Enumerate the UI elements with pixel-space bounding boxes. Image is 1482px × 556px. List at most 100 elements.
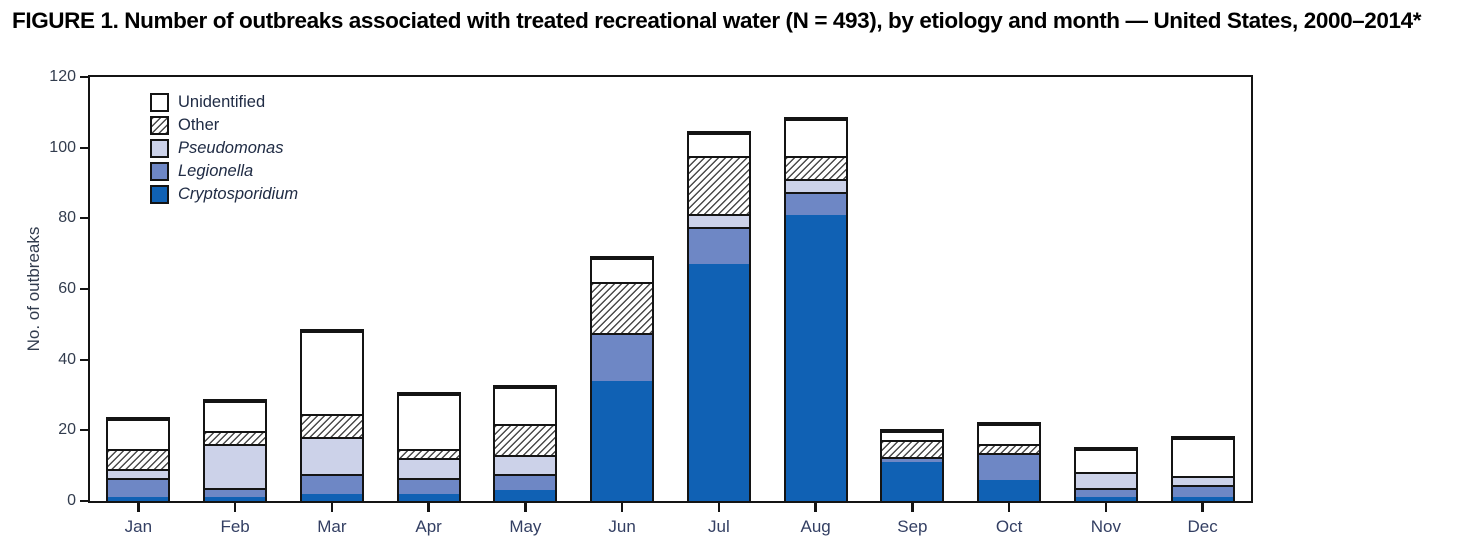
legend-item-unidentified: Unidentified — [150, 92, 298, 112]
plot-area: Unidentified Other Pseudomonas Legionella Cr… — [88, 75, 1253, 503]
y-tick-label: 100 — [49, 138, 76, 156]
segment-cryptosporidium — [205, 497, 266, 501]
segment-legionella — [205, 488, 266, 498]
x-tick-mark — [524, 503, 527, 512]
legend-label: Pseudomonas — [178, 139, 284, 157]
segment-other — [495, 424, 556, 455]
segment-legionella — [882, 456, 943, 463]
segment-unidentified — [108, 418, 169, 450]
segment-legionella — [108, 477, 169, 498]
x-tick-label: Mar — [317, 517, 347, 536]
segment-pseudomonas — [688, 214, 749, 227]
bar-oct — [977, 422, 1042, 501]
segment-legionella — [1075, 488, 1136, 498]
x-tick-mark — [1007, 503, 1011, 512]
x-tick-mark — [137, 503, 140, 512]
x-tick-mark — [717, 503, 721, 512]
x-tick-label: Feb — [220, 517, 250, 536]
figure-title: FIGURE 1. Number of outbreaks associated… — [12, 8, 1422, 33]
x-tick-mark — [330, 503, 334, 512]
segment-cryptosporidium — [495, 490, 556, 501]
segment-other — [592, 281, 653, 333]
legend-swatch-cryptosporidium — [150, 184, 169, 204]
segment-pseudomonas — [301, 436, 362, 475]
segment-legionella — [979, 453, 1040, 480]
legend-swatch-other — [150, 115, 169, 135]
x-tick-label: May — [509, 517, 542, 536]
x-tick-label: Jan — [124, 517, 153, 536]
y-tick-mark — [80, 76, 88, 78]
x-tick-mark — [814, 503, 817, 512]
segment-legionella — [785, 191, 846, 215]
x-tick-label: Aug — [800, 517, 831, 536]
legend-label: Cryptosporidium — [178, 185, 299, 203]
segment-cryptosporidium — [592, 380, 653, 501]
segment-unidentified — [301, 330, 362, 414]
x-tick-label: Nov — [1090, 517, 1121, 536]
legend-label: Legionella — [178, 162, 254, 180]
y-tick-label: 0 — [67, 492, 76, 509]
y-tick-label: 80 — [58, 209, 76, 227]
bar-mar — [299, 328, 364, 501]
y-tick-label: 120 — [49, 68, 76, 85]
x-tick-mark — [1104, 503, 1108, 512]
y-tick-label: 60 — [58, 280, 76, 297]
segment-cryptosporidium — [979, 479, 1040, 501]
segment-unidentified — [785, 118, 846, 156]
segment-pseudomonas — [785, 179, 846, 192]
legend-swatch-unidentified — [150, 92, 169, 112]
bar-aug — [783, 116, 848, 501]
segment-pseudomonas — [1075, 472, 1136, 489]
legend-item-pseudomonas: Pseudomonas — [150, 138, 298, 158]
bar-may — [493, 385, 558, 501]
segment-cryptosporidium — [688, 264, 749, 501]
x-tick-label: Jun — [608, 517, 636, 536]
segment-pseudomonas — [205, 444, 266, 489]
bar-nov — [1073, 447, 1138, 501]
bar-jan — [106, 416, 171, 501]
x-tick-mark — [1201, 503, 1204, 512]
segment-legionella — [592, 332, 653, 381]
y-tick-label: 20 — [58, 421, 76, 439]
bar-jul — [686, 130, 751, 501]
segment-legionella — [398, 477, 459, 494]
legend-swatch-pseudomonas — [150, 138, 169, 158]
segment-other — [979, 444, 1040, 454]
y-tick-mark — [80, 500, 88, 502]
segment-cryptosporidium — [1075, 497, 1136, 501]
x-tick-label: Jul — [708, 517, 730, 536]
segment-other — [108, 449, 169, 469]
segment-unidentified — [592, 258, 653, 282]
x-tick-label: Sep — [897, 517, 928, 536]
x-tick-label: Dec — [1187, 517, 1218, 536]
segment-other — [398, 449, 459, 459]
segment-unidentified — [398, 394, 459, 450]
segment-unidentified — [495, 387, 556, 425]
chart-legend: Unidentified Other Pseudomonas Legionella Cr… — [150, 92, 299, 204]
segment-other — [882, 440, 943, 457]
bar-dec — [1170, 436, 1235, 501]
bar-sep — [880, 429, 945, 501]
x-tick-mark — [620, 503, 624, 512]
segment-pseudomonas — [1172, 475, 1233, 485]
bar-apr — [396, 392, 461, 501]
x-tick-label: Apr — [415, 517, 442, 536]
y-tick-mark — [80, 429, 88, 432]
segment-other — [688, 155, 749, 215]
x-tick-mark — [911, 503, 914, 512]
y-tick-mark — [80, 146, 88, 149]
segment-cryptosporidium — [301, 493, 362, 501]
legend-label: Other — [178, 116, 220, 134]
segment-unidentified — [1172, 438, 1233, 476]
y-tick-mark — [80, 217, 88, 220]
x-tick-mark — [427, 503, 430, 512]
segment-cryptosporidium — [398, 493, 459, 501]
segment-pseudomonas — [398, 458, 459, 478]
y-tick-label: 40 — [58, 350, 76, 368]
segment-other — [205, 431, 266, 445]
segment-legionella — [495, 474, 556, 491]
segment-cryptosporidium — [785, 214, 846, 501]
segment-unidentified — [979, 424, 1040, 445]
segment-legionella — [688, 226, 749, 265]
